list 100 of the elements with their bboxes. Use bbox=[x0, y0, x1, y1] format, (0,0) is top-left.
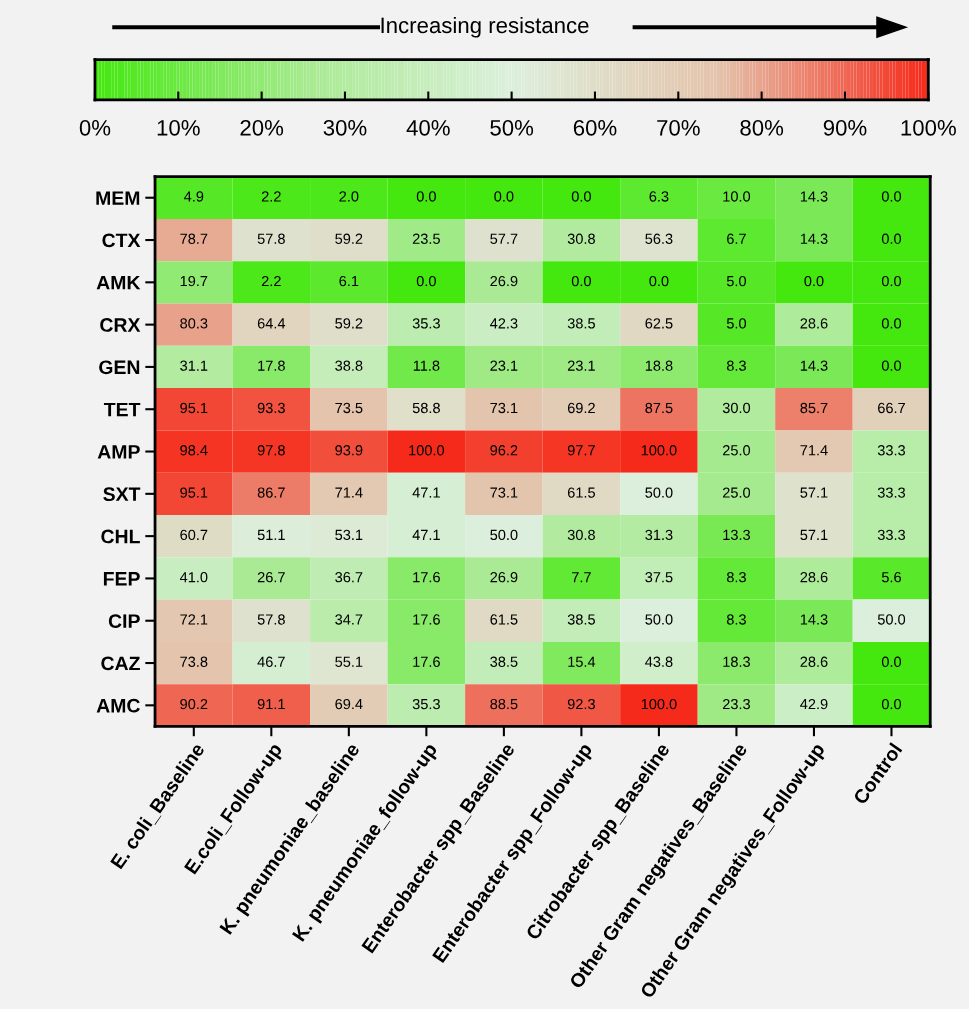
data-label: 98.4 bbox=[180, 445, 208, 456]
data-label: 60.7 bbox=[180, 529, 208, 541]
data-label: 17.6 bbox=[413, 656, 440, 667]
data-label: 51.1 bbox=[257, 529, 285, 541]
data-label: 95.1 bbox=[180, 487, 208, 498]
y-tick-label: CHL bbox=[101, 529, 140, 544]
color-bar-title: Increasing resistance bbox=[381, 16, 589, 38]
data-label: 73.1 bbox=[490, 487, 518, 498]
y-tick-label: CTX bbox=[102, 233, 141, 248]
data-label: 2.2 bbox=[261, 191, 281, 202]
data-label: 0.0 bbox=[571, 275, 591, 287]
data-label: 23.1 bbox=[490, 360, 518, 371]
color-bar-label: 60% bbox=[573, 119, 617, 136]
data-label: 23.1 bbox=[567, 360, 595, 371]
data-label: 50.0 bbox=[877, 614, 906, 625]
y-tick-label: AMC bbox=[96, 698, 140, 713]
data-label: 92.3 bbox=[567, 698, 595, 710]
data-label: 36.7 bbox=[335, 572, 363, 583]
data-label: 34.7 bbox=[335, 614, 363, 625]
data-label: 8.3 bbox=[726, 360, 746, 371]
data-label: 17.6 bbox=[413, 572, 440, 583]
data-label: 0.0 bbox=[881, 318, 902, 329]
data-label: 5.0 bbox=[726, 275, 747, 287]
data-label: 17.8 bbox=[258, 360, 285, 371]
color-bar-label: 100% bbox=[901, 119, 956, 136]
data-label: 50.0 bbox=[645, 487, 673, 498]
data-label: 0.0 bbox=[494, 191, 514, 202]
data-label: 42.3 bbox=[490, 318, 518, 329]
data-label: 95.1 bbox=[180, 402, 208, 414]
data-label: 69.4 bbox=[335, 698, 363, 710]
data-label: 85.7 bbox=[800, 402, 828, 414]
data-label: 73.8 bbox=[180, 656, 208, 667]
data-label: 41.0 bbox=[179, 572, 208, 583]
data-label: 35.3 bbox=[412, 318, 440, 329]
data-label: 5.6 bbox=[881, 572, 901, 583]
data-label: 57.8 bbox=[257, 233, 285, 244]
data-label: 93.3 bbox=[257, 402, 285, 414]
data-label: 6.1 bbox=[339, 275, 359, 287]
data-label: 97.7 bbox=[567, 445, 595, 456]
data-label: 47.1 bbox=[412, 487, 440, 498]
data-label: 31.1 bbox=[180, 360, 208, 371]
data-label: 55.1 bbox=[335, 656, 363, 667]
data-label: 50.0 bbox=[490, 529, 518, 541]
y-tick-label: SXT bbox=[103, 487, 141, 502]
data-label: 42.9 bbox=[800, 698, 828, 710]
data-label: 0.0 bbox=[881, 233, 902, 244]
data-label: 56.3 bbox=[645, 233, 673, 244]
data-label: 0.0 bbox=[416, 275, 436, 287]
data-label: 30.8 bbox=[567, 233, 595, 244]
data-label: 25.0 bbox=[722, 487, 751, 498]
data-label: 6.7 bbox=[727, 233, 746, 244]
color-bar-label: 0% bbox=[79, 119, 111, 136]
y-tick-label: GEN bbox=[99, 360, 140, 375]
data-label: 90.2 bbox=[180, 698, 208, 710]
data-label: 0.0 bbox=[881, 275, 902, 287]
data-label: 80.3 bbox=[180, 318, 208, 329]
data-label: 0.0 bbox=[416, 191, 436, 202]
data-label: 18.3 bbox=[723, 656, 750, 667]
data-label: 72.1 bbox=[180, 614, 208, 625]
data-label: 87.5 bbox=[645, 402, 673, 414]
color-bar-label: 50% bbox=[490, 119, 534, 136]
y-tick-label: AMK bbox=[96, 275, 141, 290]
color-bar-label: 90% bbox=[823, 119, 867, 136]
data-label: 23.3 bbox=[722, 698, 750, 710]
y-tick-label: TET bbox=[103, 402, 141, 417]
data-label: 38.5 bbox=[567, 614, 595, 625]
data-label: 15.4 bbox=[568, 656, 596, 667]
data-label: 57.1 bbox=[800, 529, 828, 541]
data-label: 100.0 bbox=[641, 698, 677, 710]
data-label: 0.0 bbox=[649, 275, 669, 287]
data-label: 7.7 bbox=[572, 572, 591, 583]
data-label: 13.3 bbox=[723, 529, 750, 541]
data-label: 71.4 bbox=[800, 445, 828, 456]
data-label: 11.8 bbox=[413, 360, 440, 371]
data-label: 57.1 bbox=[800, 487, 828, 498]
data-label: 14.3 bbox=[800, 614, 828, 625]
data-label: 0.0 bbox=[881, 191, 902, 202]
data-label: 4.9 bbox=[184, 191, 204, 202]
data-label: 2.2 bbox=[261, 275, 281, 287]
data-label: 73.1 bbox=[490, 402, 518, 414]
data-label: 14.3 bbox=[800, 360, 828, 371]
data-label: 8.3 bbox=[726, 572, 746, 583]
data-label: 100.0 bbox=[641, 445, 677, 456]
data-label: 17.6 bbox=[413, 614, 440, 625]
data-label: 97.8 bbox=[257, 445, 285, 456]
data-label: 38.5 bbox=[567, 318, 595, 329]
data-label: 30.8 bbox=[567, 529, 595, 541]
data-label: 37.5 bbox=[645, 572, 673, 583]
data-label: 0.0 bbox=[881, 656, 902, 667]
data-label: 58.8 bbox=[412, 402, 440, 414]
data-label: 31.3 bbox=[645, 529, 673, 541]
data-label: 59.2 bbox=[335, 233, 363, 244]
data-label: 88.5 bbox=[490, 698, 518, 710]
color-bar-label: 40% bbox=[406, 119, 450, 136]
data-label: 33.3 bbox=[877, 529, 906, 541]
y-tick-label: FEP bbox=[103, 572, 140, 586]
data-label: 33.3 bbox=[877, 487, 906, 498]
data-label: 61.5 bbox=[490, 614, 518, 625]
y-tick-label: AMP bbox=[97, 445, 140, 459]
data-label: 2.0 bbox=[339, 191, 359, 202]
